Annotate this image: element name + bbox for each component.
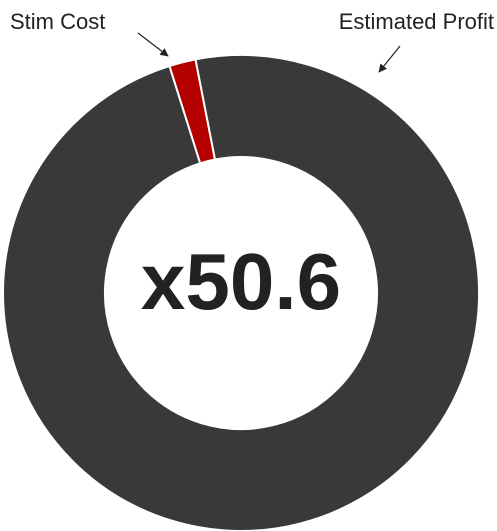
center-label: x50.6 [141,237,341,326]
donut [2,54,480,531]
label-arrow [378,45,401,73]
label-arrow [137,32,169,57]
slice [2,54,480,531]
slice-label: Stim Cost [10,9,105,34]
slice-label: Estimated Profit [339,9,494,34]
